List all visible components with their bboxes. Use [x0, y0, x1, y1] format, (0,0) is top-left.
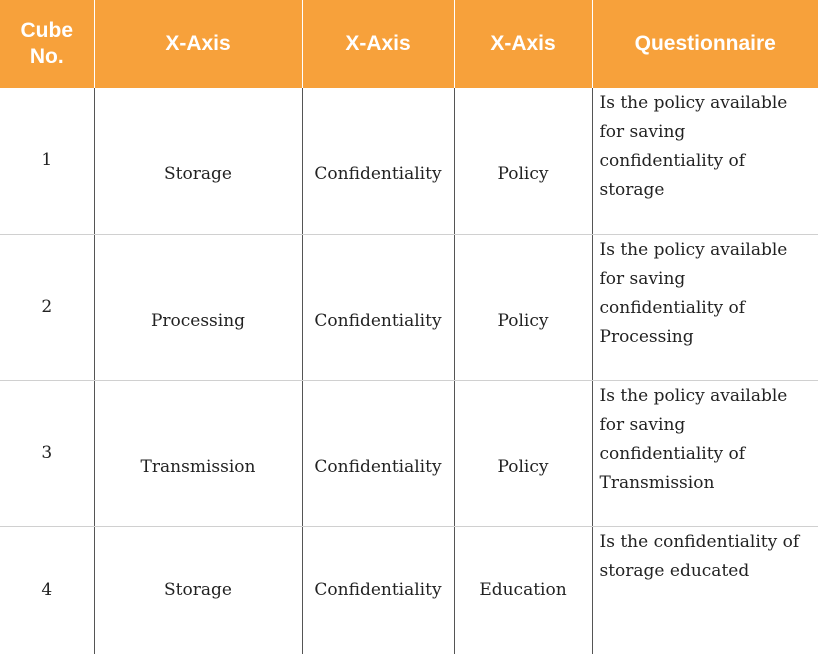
table-row: 2 Processing Confidentiality Policy Is t… — [0, 234, 818, 381]
cell-questionnaire: Is the policy available for saving confi… — [591, 380, 818, 527]
cell-cube-no: 2 — [0, 234, 94, 381]
cell-x-axis-3: Policy — [453, 234, 592, 381]
cell-questionnaire: Is the confidentiality of storage educat… — [591, 526, 818, 654]
cell-x-axis-2: Confidentiality — [301, 526, 454, 654]
cell-x-axis-1: Processing — [93, 234, 302, 381]
cell-x-axis-1: Storage — [93, 526, 302, 654]
cell-x-axis-3: Policy — [453, 380, 592, 527]
cell-x-axis-2: Confidentiality — [301, 234, 454, 381]
cell-questionnaire: Is the policy available for saving confi… — [591, 88, 818, 235]
cell-x-axis-1: Transmission — [93, 380, 302, 527]
cell-x-axis-1: Storage — [93, 88, 302, 235]
table-body: 1 Storage Confidentiality Policy Is the … — [0, 88, 818, 654]
table-header: Cube No. X-Axis X-Axis X-Axis Questionna… — [0, 0, 818, 88]
header-row: Cube No. X-Axis X-Axis X-Axis Questionna… — [0, 0, 818, 88]
header-x-axis-1: X-Axis — [94, 0, 303, 88]
header-x-axis-2: X-Axis — [302, 0, 455, 88]
cell-x-axis-2: Confidentiality — [301, 88, 454, 235]
table-row: 3 Transmission Confidentiality Policy Is… — [0, 380, 818, 527]
header-questionnaire: Questionnaire — [592, 0, 818, 88]
header-cube-no: Cube No. — [0, 0, 95, 88]
cell-x-axis-2: Confidentiality — [301, 380, 454, 527]
header-x-axis-3: X-Axis — [454, 0, 593, 88]
cell-x-axis-3: Education — [453, 526, 592, 654]
cell-cube-no: 4 — [41, 579, 53, 600]
cell-cube-no: 3 — [0, 380, 94, 527]
table-row: 1 Storage Confidentiality Policy Is the … — [0, 88, 818, 235]
table-row: 4 Storage Confidentiality Education Is t… — [0, 526, 818, 654]
cell-questionnaire: Is the policy available for saving confi… — [591, 234, 818, 381]
cell-x-axis-3: Policy — [453, 88, 592, 235]
cell-cube-no: 1 — [0, 88, 94, 235]
